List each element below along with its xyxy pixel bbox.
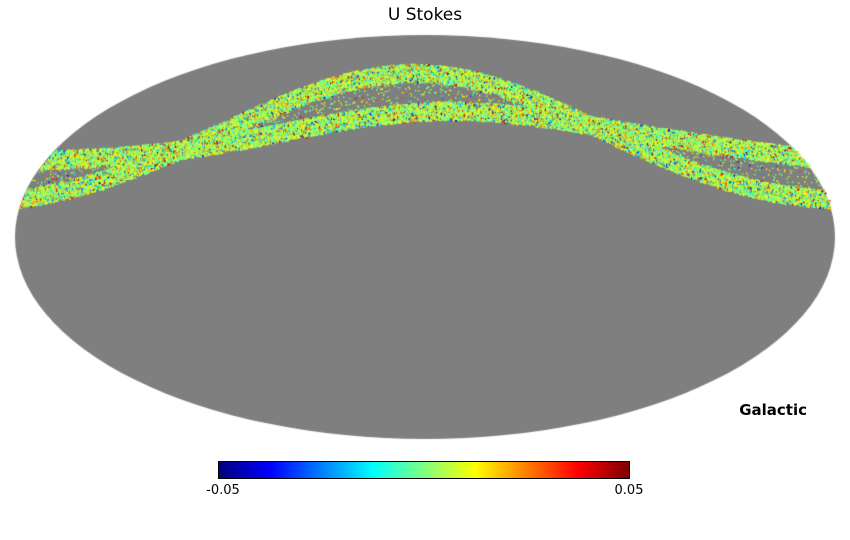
colorbar: [218, 461, 630, 479]
colorbar-gradient: [219, 462, 629, 478]
plot-title: U Stokes: [387, 5, 463, 25]
colorbar-max-label: 0.05: [614, 483, 644, 498]
colorbar-min-label: -0.05: [206, 483, 240, 498]
coordinate-system-label: Galactic: [739, 401, 807, 419]
